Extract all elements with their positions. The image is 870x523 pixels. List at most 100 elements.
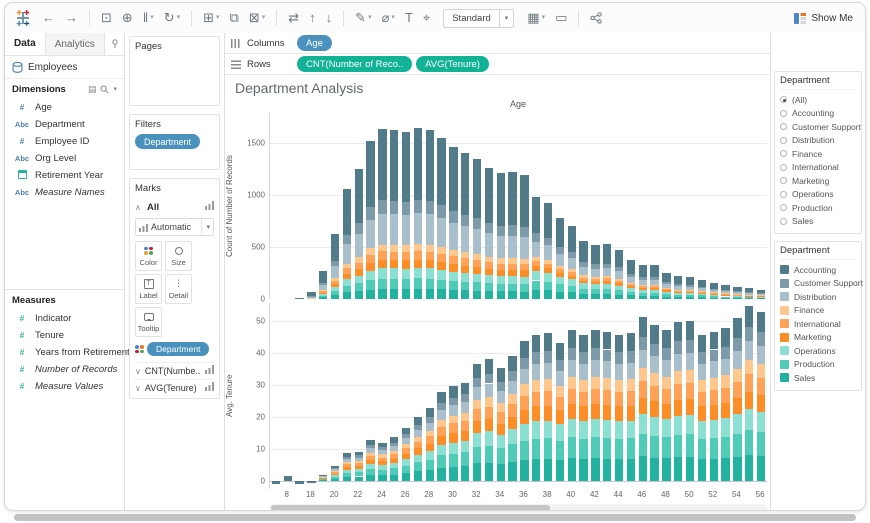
bar-segment-accounting[interactable]	[532, 335, 540, 353]
bar-segment-accounting[interactable]	[650, 265, 658, 277]
bar-segment-customer-support[interactable]	[378, 200, 386, 214]
bar-segment-customer-support[interactable]	[698, 352, 706, 364]
bar-segment-production[interactable]	[591, 289, 599, 294]
bar-segment-international[interactable]	[532, 261, 540, 266]
bar-segment-distribution[interactable]	[603, 361, 611, 377]
bar-segment-distribution[interactable]	[319, 285, 327, 290]
bar-segment-production[interactable]	[331, 477, 339, 479]
tab-analytics[interactable]: Analytics	[46, 33, 105, 55]
bar-segment-finance[interactable]	[520, 259, 528, 264]
bar-segment-finance[interactable]	[591, 377, 599, 389]
bar-segment-international[interactable]	[319, 477, 327, 478]
bar-segment-marketing[interactable]	[639, 288, 647, 290]
bar-segment-sales[interactable]	[674, 297, 682, 299]
bar-segment-finance[interactable]	[721, 293, 729, 294]
bar-segment-production[interactable]	[426, 460, 434, 470]
bar-segment-distribution[interactable]	[449, 405, 457, 415]
bar-segment-accounting[interactable]	[532, 197, 540, 234]
bar-segment-production[interactable]	[485, 283, 493, 291]
bar-segment-customer-support[interactable]	[319, 475, 327, 476]
bar-segment-production[interactable]	[686, 434, 694, 456]
bar-segment-operations[interactable]	[745, 409, 753, 430]
bar-segment-distribution[interactable]	[544, 245, 552, 259]
bar-segment-distribution[interactable]	[721, 359, 729, 376]
bar-segment-accounting[interactable]	[710, 283, 718, 289]
presentation-mode-icon[interactable]: ▭	[550, 7, 572, 29]
bar-segment-international[interactable]	[508, 264, 516, 270]
bar-segment-finance[interactable]	[414, 437, 422, 442]
bar-segment-marketing[interactable]	[721, 403, 729, 418]
bar-segment-distribution[interactable]	[473, 229, 481, 254]
bar-segment-operations[interactable]	[319, 478, 327, 479]
bar-segment-marketing[interactable]	[639, 398, 647, 414]
horizontal-scrollbar[interactable]	[269, 504, 767, 511]
bar-segment-accounting[interactable]	[295, 481, 303, 484]
bar-segment-finance[interactable]	[686, 290, 694, 291]
bar-segment-production[interactable]	[698, 295, 706, 297]
bar-segment-production[interactable]	[579, 289, 587, 294]
bar-segment-sales[interactable]	[721, 458, 729, 481]
legend-entry[interactable]: International	[780, 317, 856, 331]
bar-segment-marketing[interactable]	[366, 263, 374, 271]
bar-segment-finance[interactable]	[721, 375, 729, 387]
bar-segment-international[interactable]	[532, 392, 540, 407]
bar-segment-sales[interactable]	[520, 292, 528, 299]
legend-entry[interactable]: Distribution	[780, 290, 856, 304]
bar-segment-international[interactable]	[615, 281, 623, 283]
bar-segment-finance[interactable]	[319, 477, 327, 478]
bar-segment-marketing[interactable]	[674, 292, 682, 293]
bar-segment-international[interactable]	[426, 252, 434, 260]
bar-segment-operations[interactable]	[366, 464, 374, 469]
bar-segment-customer-support[interactable]	[331, 261, 339, 266]
bar-segment-customer-support[interactable]	[686, 285, 694, 287]
marks-measure-row[interactable]: ∨AVG(Tenure)	[135, 379, 214, 396]
bar-segment-distribution[interactable]	[508, 381, 516, 395]
bar-segment-production[interactable]	[710, 296, 718, 297]
bar-segment-customer-support[interactable]	[426, 201, 434, 215]
bar-segment-production[interactable]	[579, 439, 587, 460]
bar-segment-distribution[interactable]	[698, 364, 706, 380]
bar-segment-finance[interactable]	[473, 254, 481, 260]
bar-segment-operations[interactable]	[437, 445, 445, 456]
bar-segment-marketing[interactable]	[402, 260, 410, 268]
bar-segment-operations[interactable]	[497, 435, 505, 448]
bar-segment-accounting[interactable]	[544, 203, 552, 238]
bar-segment-customer-support[interactable]	[355, 455, 363, 457]
bar-segment-production[interactable]	[390, 468, 398, 474]
bar-segment-marketing[interactable]	[579, 406, 587, 421]
bar-segment-marketing[interactable]	[343, 467, 351, 470]
bar-segment-marketing[interactable]	[710, 294, 718, 295]
bar-segment-sales[interactable]	[721, 298, 729, 299]
bar-segment-production[interactable]	[544, 438, 552, 459]
bar-segment-distribution[interactable]	[307, 297, 315, 298]
bar-segment-accounting[interactable]	[627, 260, 635, 274]
bar-segment-international[interactable]	[639, 381, 647, 397]
bar-segment-international[interactable]	[650, 386, 658, 402]
bar-segment-international[interactable]	[556, 269, 564, 273]
bar-segment-marketing[interactable]	[568, 404, 576, 419]
dimension-item[interactable]: #Age	[5, 99, 124, 116]
bar-segment-production[interactable]	[627, 438, 635, 459]
dimension-item[interactable]: AbcDepartment	[5, 116, 124, 133]
bar-segment-finance[interactable]	[331, 471, 339, 472]
bar-segment-customer-support[interactable]	[437, 205, 445, 218]
bar-segment-operations[interactable]	[485, 275, 493, 283]
bar-segment-sales[interactable]	[639, 456, 647, 481]
bar-segment-accounting[interactable]	[639, 317, 647, 337]
bar-segment-production[interactable]	[556, 284, 564, 291]
bar-segment-marketing[interactable]	[650, 401, 658, 417]
bar-segment-production[interactable]	[520, 284, 528, 291]
bar-segment-marketing[interactable]	[402, 454, 410, 459]
bar-segment-customer-support[interactable]	[366, 207, 374, 220]
bar-segment-international[interactable]	[556, 397, 564, 411]
bar-segment-sales[interactable]	[568, 458, 576, 481]
bar-segment-customer-support[interactable]	[639, 277, 647, 280]
bar-segment-sales[interactable]	[627, 459, 635, 481]
bar-segment-sales[interactable]	[449, 467, 457, 481]
bar-segment-finance[interactable]	[485, 257, 493, 262]
bar-segment-finance[interactable]	[461, 413, 469, 421]
expand-icon[interactable]: ∨	[135, 384, 141, 393]
bar-segment-production[interactable]	[733, 434, 741, 457]
bar-segment-finance[interactable]	[390, 451, 398, 455]
bar-segment-finance[interactable]	[710, 292, 718, 293]
